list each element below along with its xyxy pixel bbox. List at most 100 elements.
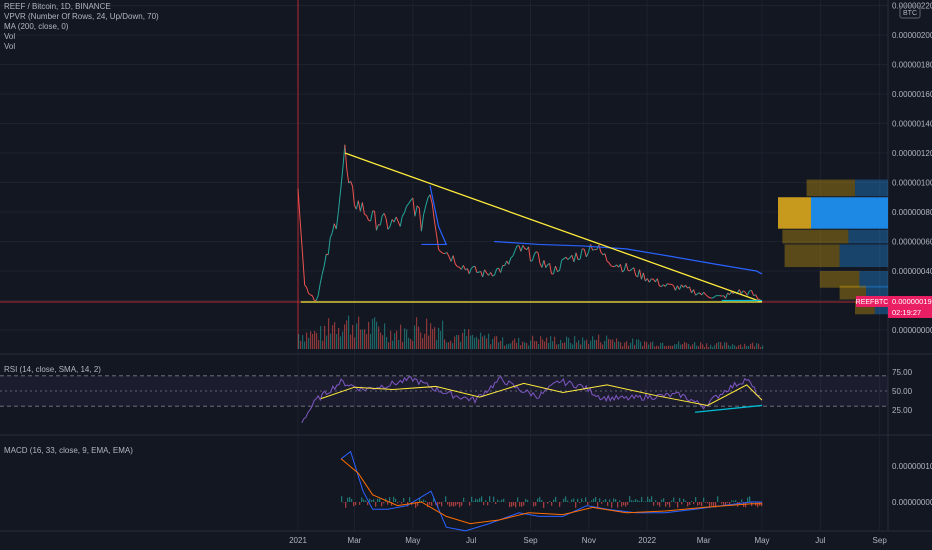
volume-bar — [538, 344, 540, 349]
price-candle-segment — [344, 144, 348, 170]
rsi-label[interactable]: RSI (14, close, SMA, 14, 2) — [4, 365, 101, 374]
volume-bar — [662, 342, 664, 349]
volume-bar — [426, 318, 428, 349]
price-candle-segment — [565, 256, 569, 260]
macd-label[interactable]: MACD (16, 33, close, 9, EMA, EMA) — [4, 446, 133, 455]
macd-histogram-bar — [541, 500, 543, 502]
volume-bar — [464, 328, 466, 349]
volume-bar — [712, 347, 714, 349]
volume-bar — [322, 340, 324, 349]
chart-title[interactable]: REEF / Bitcoin, 1D, BINANCE — [4, 2, 111, 11]
macd-histogram-bar — [667, 502, 669, 505]
price-candle-segment — [744, 291, 748, 296]
price-candle-segment — [555, 265, 559, 272]
price-candle-segment — [306, 287, 310, 294]
price-candle-segment — [323, 254, 327, 266]
volume-bar — [736, 346, 738, 349]
macd-histogram-bar — [581, 498, 583, 502]
volume-bar — [562, 342, 564, 349]
rsi-divergence-line[interactable] — [694, 404, 763, 413]
price-candle-segment — [729, 291, 732, 295]
price-candle-segment — [357, 200, 361, 212]
price-candle-segment — [452, 255, 456, 264]
vpvr-bar-down — [848, 229, 888, 244]
price-candle-segment — [685, 284, 688, 289]
volume-bar — [434, 327, 436, 349]
price-candle-segment — [755, 294, 759, 300]
macd-histogram-bar — [487, 502, 489, 506]
volume-bar — [568, 337, 570, 349]
volume-bar — [514, 338, 516, 349]
price-candle-segment — [697, 292, 700, 295]
volume-bar — [684, 341, 686, 349]
volume-bar — [484, 335, 486, 349]
time-tick-label: Mar — [348, 536, 362, 545]
volume-bar — [320, 326, 322, 349]
currency-badge[interactable] — [899, 5, 921, 19]
volume-bar — [492, 338, 494, 349]
price-candle-segment — [359, 202, 363, 212]
price-candle-segment — [387, 226, 391, 230]
descending-trendline[interactable] — [344, 152, 763, 303]
macd-histogram-bar — [575, 502, 577, 508]
volume-bar — [590, 340, 592, 349]
price-candle-segment — [711, 296, 714, 299]
price-candle-segment — [374, 210, 377, 231]
macd-histogram-bar — [679, 498, 681, 502]
price-candle-segment — [498, 267, 502, 273]
volume-bar — [506, 344, 508, 349]
volume-bar — [502, 337, 504, 349]
indicator-vpvr-label[interactable]: VPVR (Number Of Rows, 24, Up/Down, 70) — [4, 12, 159, 21]
macd-signal-line[interactable] — [340, 458, 762, 525]
macd-line[interactable] — [340, 450, 762, 532]
last-price-box — [888, 295, 932, 318]
price-candle-segment — [659, 285, 662, 288]
volume-bar — [406, 329, 408, 349]
price-candle-segment — [579, 248, 583, 260]
volume-bar — [660, 343, 662, 349]
pattern-drawing[interactable] — [421, 185, 448, 246]
price-candle-segment — [335, 211, 339, 230]
volume-bar — [324, 325, 326, 349]
vpvr-bar-down — [811, 197, 888, 229]
price-candle-segment — [585, 252, 589, 258]
volume-bar — [368, 321, 370, 349]
volume-bar — [408, 337, 410, 349]
macd-histogram-bar — [439, 502, 441, 504]
volume-bar — [646, 342, 648, 349]
volume-bar — [400, 324, 402, 349]
macd-histogram-bar — [681, 502, 683, 505]
macd-histogram-bar — [749, 496, 751, 502]
volume-bar — [602, 344, 604, 349]
indicator-ma-label[interactable]: MA (200, close, 0) — [4, 22, 69, 31]
volume-bar — [516, 342, 518, 349]
macd-histogram-bar — [485, 500, 487, 502]
price-candle-segment — [528, 246, 531, 262]
volume-bar — [456, 334, 458, 349]
indicator-vol2-label[interactable]: Vol — [4, 42, 16, 51]
macd-histogram-bar — [563, 498, 565, 502]
volume-bar — [552, 341, 554, 349]
volume-bar — [554, 336, 556, 349]
macd-histogram-bar — [637, 500, 639, 502]
volume-bar — [352, 325, 354, 349]
macd-histogram-bar — [683, 498, 685, 502]
price-candle-segment — [355, 200, 359, 210]
volume-bar — [536, 341, 538, 349]
volume-bar — [546, 337, 548, 349]
macd-histogram-bar — [747, 497, 749, 502]
ma-200-line[interactable] — [494, 240, 763, 275]
price-candle-segment — [567, 257, 571, 260]
volume-bar — [362, 329, 364, 349]
volume-bar — [428, 335, 430, 349]
volume-bar — [574, 336, 576, 349]
rsi-line[interactable] — [301, 375, 761, 424]
price-candle-segment — [608, 262, 612, 266]
price-candle-segment — [531, 254, 535, 261]
rsi-sma-line[interactable] — [320, 382, 763, 406]
price-candle-segment — [366, 215, 369, 221]
indicator-vol-label[interactable]: Vol — [4, 32, 16, 41]
volume-bar — [384, 323, 386, 349]
